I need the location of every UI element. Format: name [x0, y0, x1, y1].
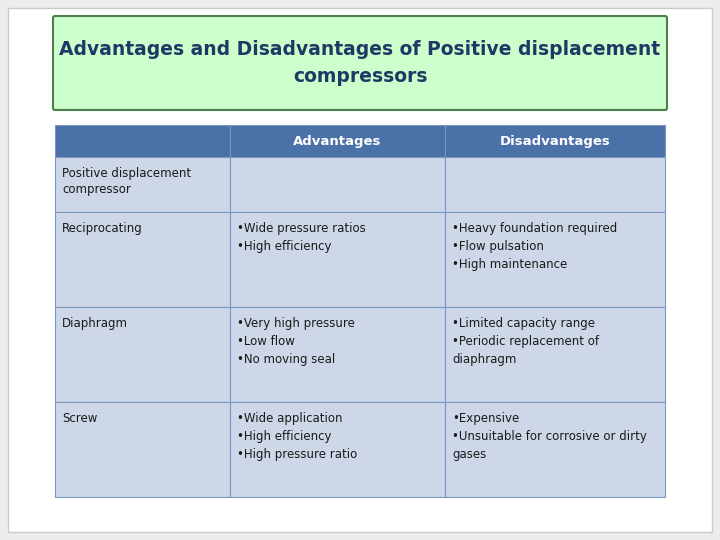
Text: Screw: Screw: [62, 412, 97, 425]
Text: Diaphragm: Diaphragm: [62, 317, 128, 330]
Text: Advantages: Advantages: [293, 134, 382, 147]
Text: •Wide pressure ratios
•High efficiency: •Wide pressure ratios •High efficiency: [237, 222, 366, 253]
Text: Advantages and Disadvantages of Positive displacement
compressors: Advantages and Disadvantages of Positive…: [60, 40, 660, 86]
Bar: [445, 212, 665, 307]
Bar: [55, 212, 230, 307]
Text: •Very high pressure
•Low flow
•No moving seal: •Very high pressure •Low flow •No moving…: [237, 317, 355, 366]
Text: Reciprocating: Reciprocating: [62, 222, 143, 235]
FancyBboxPatch shape: [53, 16, 667, 110]
Bar: [55, 157, 230, 212]
Text: •Expensive
•Unsuitable for corrosive or dirty
gases: •Expensive •Unsuitable for corrosive or …: [452, 412, 647, 461]
Bar: [445, 402, 665, 497]
Bar: [230, 212, 445, 307]
Bar: [230, 125, 445, 157]
Bar: [55, 307, 230, 402]
Bar: [55, 402, 230, 497]
Bar: [445, 157, 665, 212]
Bar: [230, 157, 445, 212]
Bar: [230, 402, 445, 497]
Bar: [55, 125, 230, 157]
Text: Positive displacement
compressor: Positive displacement compressor: [62, 167, 191, 197]
Text: •Wide application
•High efficiency
•High pressure ratio: •Wide application •High efficiency •High…: [237, 412, 357, 461]
Bar: [445, 307, 665, 402]
Text: •Heavy foundation required
•Flow pulsation
•High maintenance: •Heavy foundation required •Flow pulsati…: [452, 222, 617, 271]
Text: Disadvantages: Disadvantages: [500, 134, 611, 147]
Bar: [230, 307, 445, 402]
Text: •Limited capacity range
•Periodic replacement of
diaphragm: •Limited capacity range •Periodic replac…: [452, 317, 599, 366]
Bar: [445, 125, 665, 157]
